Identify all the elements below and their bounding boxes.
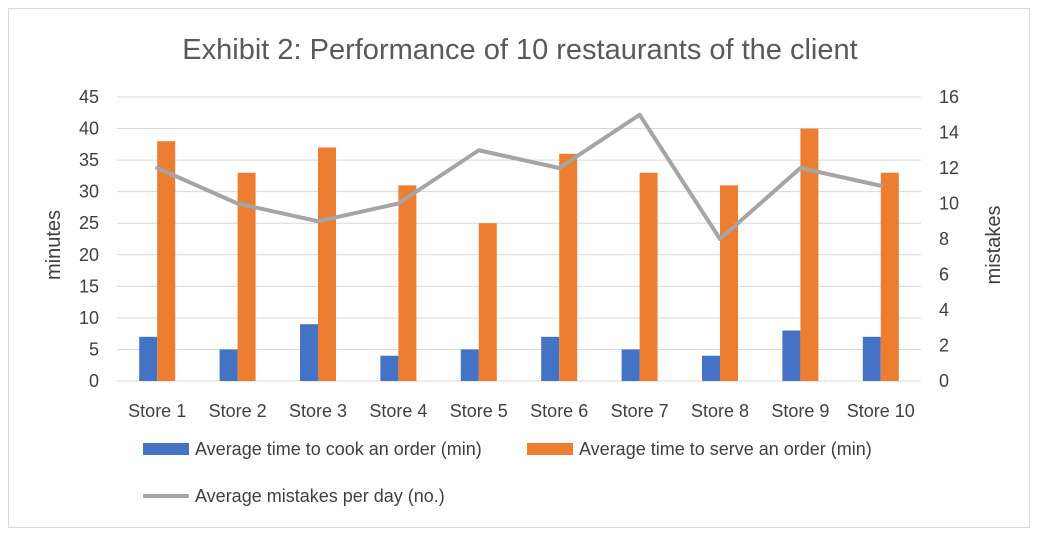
serve-time-bar (398, 185, 417, 381)
chart-frame: Exhibit 2: Performance of 10 restaurants… (8, 8, 1030, 528)
serve-time-bar (800, 128, 819, 381)
y-tick-label: 10 (79, 308, 99, 328)
y2-tick-label: 4 (939, 300, 949, 320)
y2-tick-label: 6 (939, 265, 949, 285)
x-tick-label: Store 7 (611, 401, 669, 421)
cook-time-bar (862, 336, 881, 381)
y2-tick-label: 14 (939, 123, 959, 143)
legend-swatch (143, 443, 189, 455)
tick-labels: 0 5 10 15 20 25 30 35 40 45 0 2 4 6 8 10 12 14 16 Store 1 St… (79, 87, 959, 421)
cook-time-bar (139, 336, 158, 381)
y-axis-title: minutes (43, 210, 65, 280)
serve-time-bar (237, 172, 256, 381)
serve-time-bar (478, 223, 497, 381)
cook-time-bar (782, 330, 801, 381)
serve-time-bar (318, 147, 336, 381)
cook-time-bar (380, 355, 399, 381)
serve-time-bar (880, 172, 899, 381)
y-tick-label: 15 (79, 276, 99, 296)
legend-item-cook-time: Average time to cook an order (min) (143, 439, 482, 459)
cook-time-bar (219, 349, 238, 381)
cook-time-bar (541, 336, 560, 381)
y-tick-label: 40 (79, 119, 99, 139)
cook-time-bar (621, 349, 640, 381)
cook-time-bar (460, 349, 479, 381)
chart-title: Exhibit 2: Performance of 10 restaurants… (182, 34, 857, 66)
cook-time-bar (702, 355, 720, 381)
legend-item-mistakes: Average mistakes per day (no.) (143, 486, 445, 506)
chart-svg: Exhibit 2: Performance of 10 restaurants… (43, 34, 1005, 506)
y2-tick-label: 10 (939, 194, 959, 214)
serve-time-bar (639, 172, 658, 381)
y-tick-label: 5 (89, 339, 99, 359)
legend-item-serve-time: Average time to serve an order (min) (527, 439, 872, 459)
x-tick-label: Store 1 (128, 401, 186, 421)
mistakes-line (155, 112, 883, 241)
y-tick-label: 35 (79, 150, 99, 170)
serve-time-bar (720, 185, 738, 381)
legend-label: Average time to cook an order (min) (195, 439, 482, 459)
y-tick-label: 45 (79, 87, 99, 107)
y2-tick-label: 2 (939, 336, 949, 356)
x-tick-label: Store 8 (691, 401, 749, 421)
x-tick-label: Store 10 (847, 401, 915, 421)
legend-swatch (527, 443, 573, 455)
y2-tick-label: 16 (939, 87, 959, 107)
x-tick-label: Store 3 (289, 401, 347, 421)
legend: Average time to cook an order (min) Avera… (143, 439, 872, 506)
x-tick-label: Store 6 (530, 401, 588, 421)
x-tick-label: Store 9 (771, 401, 829, 421)
y-tick-label: 0 (89, 371, 99, 391)
y2-axis-title: mistakes (983, 206, 1005, 285)
y2-tick-label: 12 (939, 158, 959, 178)
y2-tick-label: 0 (939, 371, 949, 391)
y-tick-label: 25 (79, 213, 99, 233)
cook-time-bar (300, 324, 318, 381)
x-tick-label: Store 4 (369, 401, 427, 421)
legend-label: Average mistakes per day (no.) (195, 486, 445, 506)
x-tick-label: Store 5 (450, 401, 508, 421)
serve-time-bar (559, 153, 578, 381)
mistakes-line-layer (155, 112, 883, 241)
x-tick-label: Store 2 (209, 401, 267, 421)
y2-tick-label: 8 (939, 229, 949, 249)
y-tick-label: 30 (79, 182, 99, 202)
legend-label: Average time to serve an order (min) (579, 439, 872, 459)
serve-time-bar (157, 141, 176, 381)
y-tick-label: 20 (79, 245, 99, 265)
